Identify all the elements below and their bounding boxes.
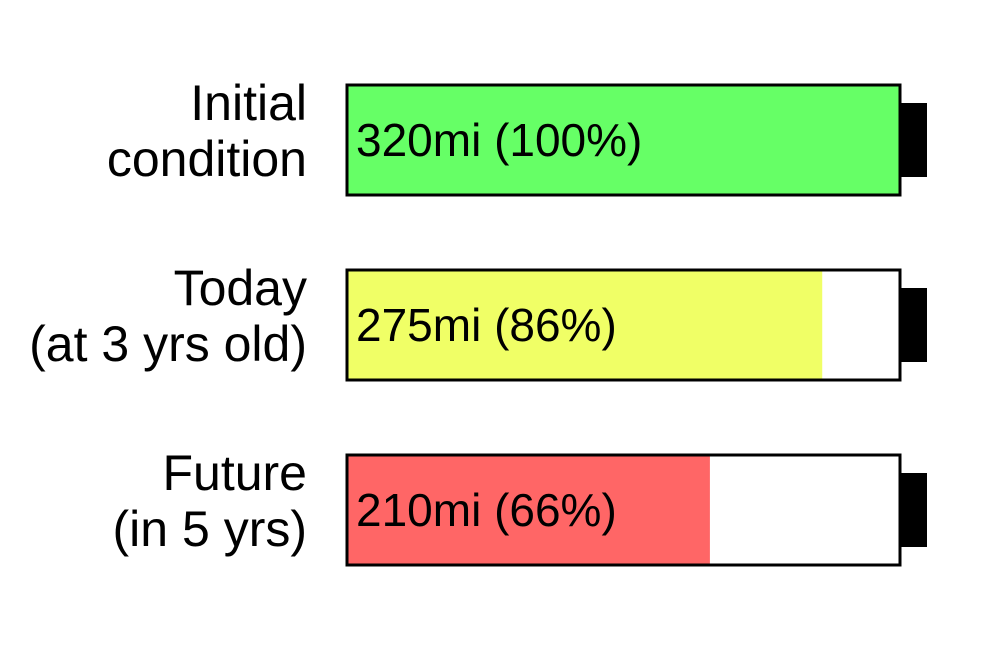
category-label-3-line-2: (in 5 yrs): [113, 501, 307, 557]
battery-outline-2: [345, 268, 902, 382]
battery-fill-bar-2: [347, 270, 823, 380]
category-label-3-line-1: Future: [162, 445, 307, 501]
battery-terminal-2: [901, 288, 927, 362]
category-label-1-line-1: Initial: [190, 75, 307, 131]
data-label-2: 275mi (86%): [356, 299, 617, 351]
battery-fill-bar-1: [347, 85, 900, 195]
category-label-2-line-2: (at 3 yrs old): [29, 316, 307, 372]
category-label-2-line-1: Today: [174, 260, 307, 316]
battery-terminal-1: [901, 103, 927, 177]
category-label-1-line-2: condition: [107, 131, 307, 187]
data-label-1: 320mi (100%): [356, 114, 642, 166]
battery-terminal-3: [901, 473, 927, 547]
data-label-3: 210mi (66%): [356, 484, 617, 536]
battery-outline-3: [345, 453, 902, 567]
battery-outline-1: [345, 83, 902, 197]
battery-fill-bar-3: [347, 455, 710, 565]
